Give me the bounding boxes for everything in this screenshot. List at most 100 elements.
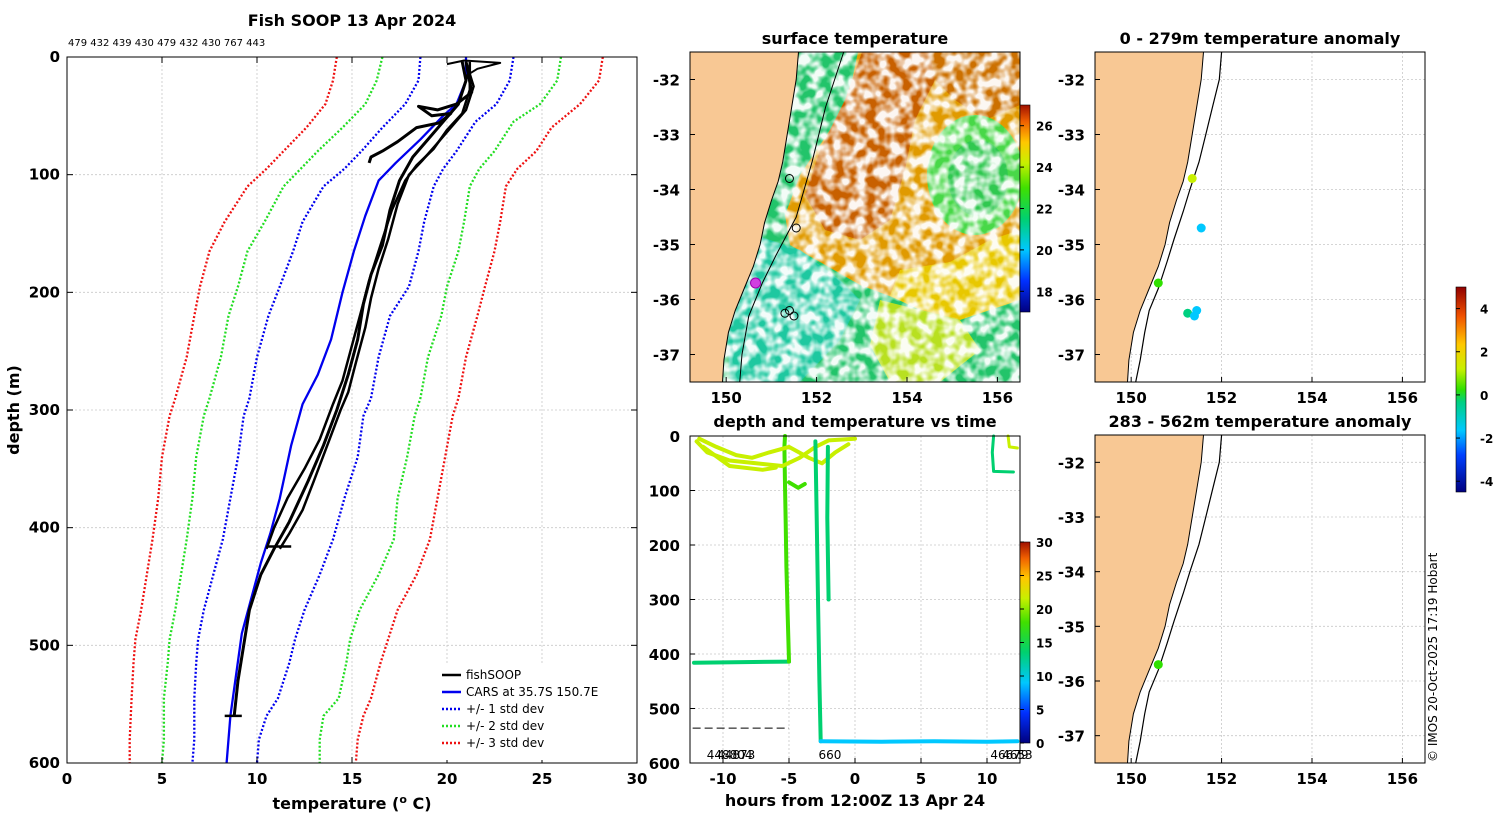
profile-panel: Fish SOOP 13 Apr 2024 479 432 439 430 47…: [4, 11, 647, 813]
cast-id-label: 448804: [707, 748, 753, 762]
colorbar-tick-label: 22: [1036, 203, 1053, 217]
x-tick-label: 0: [62, 770, 72, 788]
map-y-tick-label: -37: [1058, 728, 1085, 746]
map-y-tick-label: -32: [1058, 454, 1085, 472]
series-line-fishsoop-5: [446, 59, 502, 84]
map-x-tick-label: 156: [982, 389, 1013, 407]
anomaly-point: [1153, 660, 1163, 670]
colorbar-tick-label: 18: [1036, 285, 1053, 299]
map-shelf-contour: [1135, 435, 1223, 763]
depth-trace-late-1: [990, 434, 1015, 474]
sst-title: surface temperature: [762, 29, 949, 48]
x-tick-label: 5: [157, 770, 167, 788]
colorbar-tick-label: -4: [1480, 475, 1493, 489]
cast-id-label: 46679: [990, 748, 1028, 762]
map-x-tick-label: 152: [801, 389, 832, 407]
colorbar-tick-label: 20: [1036, 603, 1053, 617]
series-line-fishsoop-2: [278, 61, 475, 550]
y-tick-label: 300: [29, 401, 60, 419]
cast-id-label: 44873: [717, 748, 755, 762]
series-line-fishsoop-1: [232, 61, 468, 717]
map-y-tick-label: -32: [1058, 72, 1085, 90]
anomaly-top-title: 0 - 279m temperature anomaly: [1120, 29, 1401, 48]
sst-land: [690, 52, 800, 382]
map-land: [1095, 52, 1205, 382]
map-x-tick-label: 154: [891, 389, 922, 407]
map-y-tick-label: -36: [1058, 292, 1085, 310]
legend-label-1std: +/- 1 std dev: [466, 702, 544, 716]
map-y-tick-label: -34: [1058, 182, 1085, 200]
map-y-tick-label: -37: [1058, 347, 1085, 365]
y-tick-label: 200: [649, 537, 680, 555]
depth-time-grid: [690, 435, 1020, 764]
y-tick-label: 600: [29, 754, 60, 772]
depth-time-colorbar-ticks: 0 5 10 15 20 25 30: [1020, 536, 1053, 751]
depth-trace-descent: [783, 483, 791, 664]
station-marker: [784, 306, 794, 315]
sst-panel: surface temperature 150 152 154 156 -32 -33 -3…: [653, 29, 1053, 407]
depth-time-title: depth and temperature vs time: [713, 412, 996, 431]
current-station-marker: [750, 277, 762, 289]
depth-trace-cold-blob: [787, 480, 807, 490]
y-tick-label: 400: [29, 519, 60, 537]
x-tick-label: 10: [977, 770, 998, 788]
anomaly-bottom-panel: 283 - 562m temperature anomaly 150 152 154…: [1058, 412, 1426, 788]
colorbar-tick-label: 2: [1480, 346, 1488, 360]
profile-lines: [128, 57, 604, 763]
anomaly-bottom-ticks: 150 152 154 156 -32 -33 -34 -35 -36 -37: [1058, 454, 1418, 788]
map-y-tick-label: -35: [653, 237, 680, 255]
y-tick-label: 0: [670, 428, 680, 446]
colorbar-tick-label: 10: [1036, 670, 1053, 684]
map-y-tick-label: -35: [1058, 237, 1085, 255]
anomaly-bottom-title: 283 - 562m temperature anomaly: [1109, 412, 1412, 431]
depth-trace-late-2: [1006, 434, 1019, 450]
map-x-tick-label: 150: [1116, 389, 1147, 407]
x-tick-label: -10: [709, 770, 736, 788]
anomaly-top-frame: [1094, 51, 1426, 383]
series-line--1-std: [255, 57, 515, 763]
anomaly-colorbar: [1455, 286, 1467, 493]
depth-trace-ascent: [825, 444, 831, 602]
x-tick-label: 5: [916, 770, 926, 788]
legend-box: [438, 664, 635, 760]
anomaly-colorbar-group: -4 -2 0 2 4: [1455, 286, 1493, 493]
y-tick-label: 100: [649, 483, 680, 501]
profile-ylabel: depth (m): [4, 365, 23, 455]
colorbar-tick-label: 26: [1036, 120, 1053, 134]
depth-time-panel: depth and temperature vs time 4488044487…: [649, 412, 1053, 810]
profile-grid: [66, 56, 638, 764]
map-x-tick-label: 156: [1387, 389, 1418, 407]
map-shelf-contour: [1135, 52, 1223, 382]
colorbar-tick-label: 5: [1036, 704, 1044, 718]
profile-cast-ids: 479 432 439 430 479 432 430 767 443: [68, 38, 265, 49]
anomaly-colorbar-ticks: -4 -2 0 2 4: [1456, 303, 1493, 489]
series-line--2-std: [160, 57, 384, 763]
map-y-tick-label: -34: [1058, 564, 1085, 582]
sst-field: [690, 52, 1020, 382]
y-tick-label: 600: [649, 755, 680, 773]
x-tick-label: 15: [342, 770, 363, 788]
profile-xlabel: temperature (o C): [272, 793, 431, 813]
anomaly-point: [1192, 306, 1202, 315]
x-tick-label: 0: [850, 770, 860, 788]
colorbar-tick-label: -2: [1480, 432, 1493, 446]
profile-legend: fishSOOP CARS at 35.7S 150.7E +/- 1 std …: [438, 664, 635, 760]
legend-label-3std: +/- 3 std dev: [466, 736, 544, 750]
map-y-tick-label: -36: [1058, 673, 1085, 691]
colorbar-tick-label: 25: [1036, 570, 1053, 584]
series-line--3-std: [354, 57, 604, 763]
anomaly-point: [1183, 308, 1193, 318]
anomaly-point: [1153, 278, 1163, 288]
anomaly-bottom-map: [1095, 435, 1425, 763]
map-y-tick-label: -35: [1058, 618, 1085, 636]
map-y-tick-label: -33: [1058, 509, 1085, 527]
map-x-tick-label: 156: [1387, 770, 1418, 788]
anomaly-bottom-frame: [1094, 434, 1426, 764]
depth-trace-surface: [782, 434, 787, 488]
anomaly-point: [1196, 223, 1206, 233]
map-x-tick-label: 150: [711, 389, 742, 407]
anomaly-top-ticks: 150 152 154 156 -32 -33 -34 -35 -36 -37: [1058, 72, 1418, 408]
y-tick-label: 500: [29, 636, 60, 654]
